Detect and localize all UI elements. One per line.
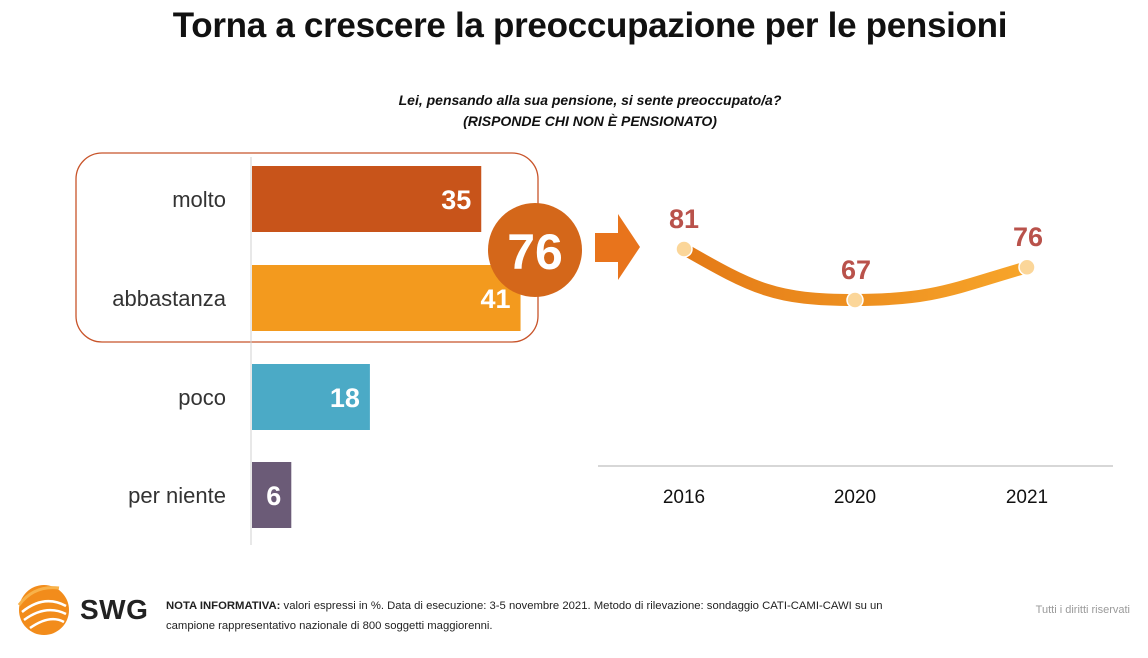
- total-circle: [488, 203, 582, 297]
- footnote: NOTA INFORMATIVA: valori espressi in %. …: [166, 596, 986, 636]
- footnote-line1: valori espressi in %. Data di esecuzione…: [280, 600, 883, 612]
- trend-year-label: 2020: [834, 487, 876, 508]
- swg-logo-icon: [17, 585, 69, 635]
- total-badge: 76: [488, 203, 582, 297]
- bar-poco: [252, 364, 370, 430]
- bar-group: 35 molto 41 abbastanza 18 poco 6 per niente: [112, 166, 521, 528]
- question-text: Lei, pensando alla sua pensione, si sent…: [398, 92, 782, 108]
- category-label: molto: [172, 187, 226, 212]
- question-note: (RISPONDE CHI NON È PENSIONATO): [463, 113, 717, 129]
- total-value: 76: [507, 224, 563, 280]
- trend-year-label: 2021: [1006, 487, 1048, 508]
- trend-group: 81 2016 67 2020 76 2021: [663, 204, 1048, 508]
- footnote-label: NOTA INFORMATIVA:: [166, 600, 281, 612]
- bar-value-label: 18: [330, 383, 360, 413]
- rights-text: Tutti i diritti riservati: [1035, 604, 1130, 616]
- trend-value-label: 76: [1013, 222, 1043, 252]
- bar-abbastanza: [252, 265, 521, 331]
- category-label: per niente: [128, 483, 226, 508]
- trend-point: [846, 291, 864, 309]
- trend-value-label: 67: [841, 255, 871, 285]
- footnote-line2: campione rappresentativo nazionale di 80…: [166, 620, 493, 632]
- category-label: poco: [178, 385, 226, 410]
- arrow-icon: [595, 214, 640, 280]
- trend-point: [1018, 258, 1036, 276]
- trend-point: [675, 240, 693, 258]
- logo-text: SWG: [80, 594, 149, 625]
- bar-value-label: 41: [481, 284, 511, 314]
- category-label: abbastanza: [112, 286, 227, 311]
- bar-value-label: 6: [266, 481, 281, 511]
- bar-value-label: 35: [441, 185, 471, 215]
- bar-per-niente: [252, 462, 292, 528]
- page-title: Torna a crescere la preoccupazione per l…: [172, 6, 1008, 45]
- trend-value-label: 81: [669, 204, 699, 234]
- bar-molto: [252, 166, 482, 232]
- trend-year-label: 2016: [663, 487, 705, 508]
